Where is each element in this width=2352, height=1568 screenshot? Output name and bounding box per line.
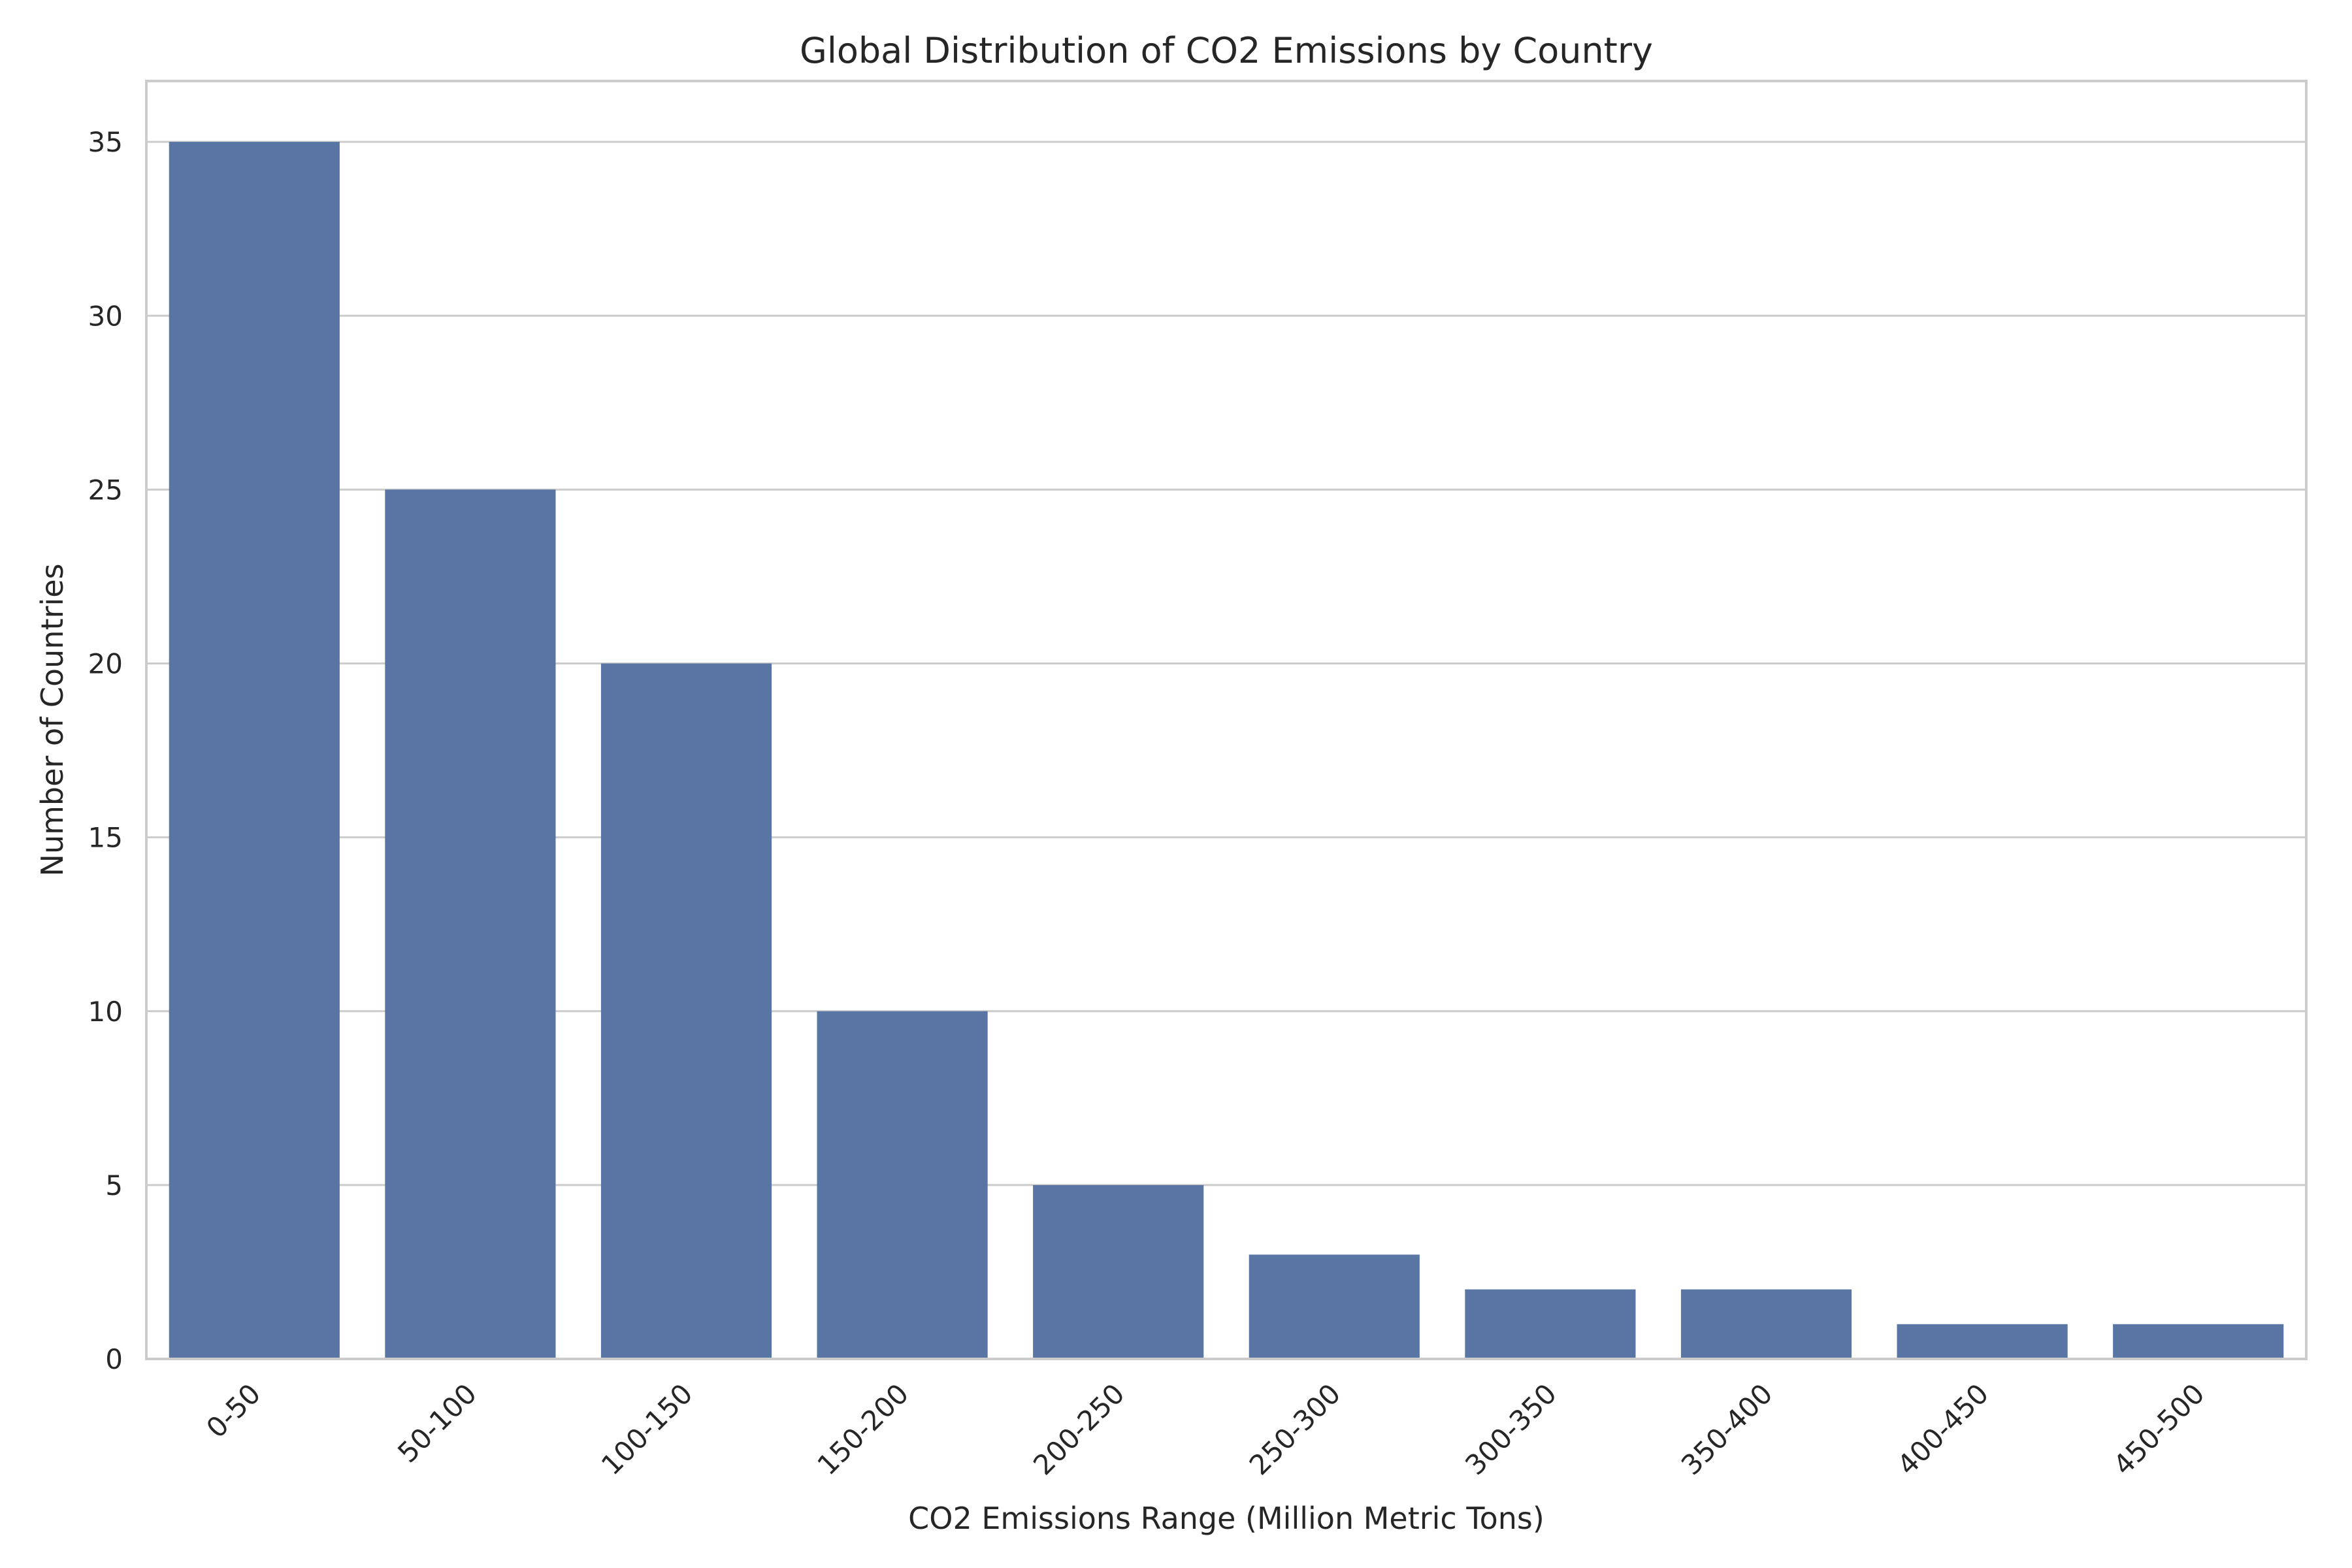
bar (1033, 1184, 1204, 1359)
bar (2113, 1324, 2284, 1359)
bar (1465, 1289, 1636, 1359)
y-axis-label: Number of Countries (35, 564, 70, 877)
y-tick-label: 5 (105, 1169, 123, 1201)
bar (1249, 1254, 1420, 1359)
y-tick-label: 30 (88, 300, 123, 332)
chart-title: Global Distribution of CO2 Emissions by … (800, 30, 1653, 71)
y-tick-label: 25 (88, 474, 123, 506)
y-tick-label: 15 (88, 822, 123, 854)
plot-frame (145, 80, 2308, 1360)
x-axis-label: CO2 Emissions Range (Million Metric Tons… (908, 1501, 1544, 1536)
y-tick-label: 0 (105, 1343, 123, 1375)
bar (1680, 1289, 1852, 1359)
y-tick-label: 10 (88, 996, 123, 1028)
y-tick-label: 20 (88, 648, 123, 680)
bar (385, 489, 556, 1360)
y-tick-label: 35 (88, 126, 123, 158)
bar (817, 1011, 988, 1359)
bar (169, 142, 340, 1360)
bars (169, 142, 2284, 1360)
bar (600, 663, 772, 1359)
bar (1897, 1324, 2068, 1359)
y-ticks: 0 5 10 15 20 25 30 35 (88, 126, 123, 1375)
